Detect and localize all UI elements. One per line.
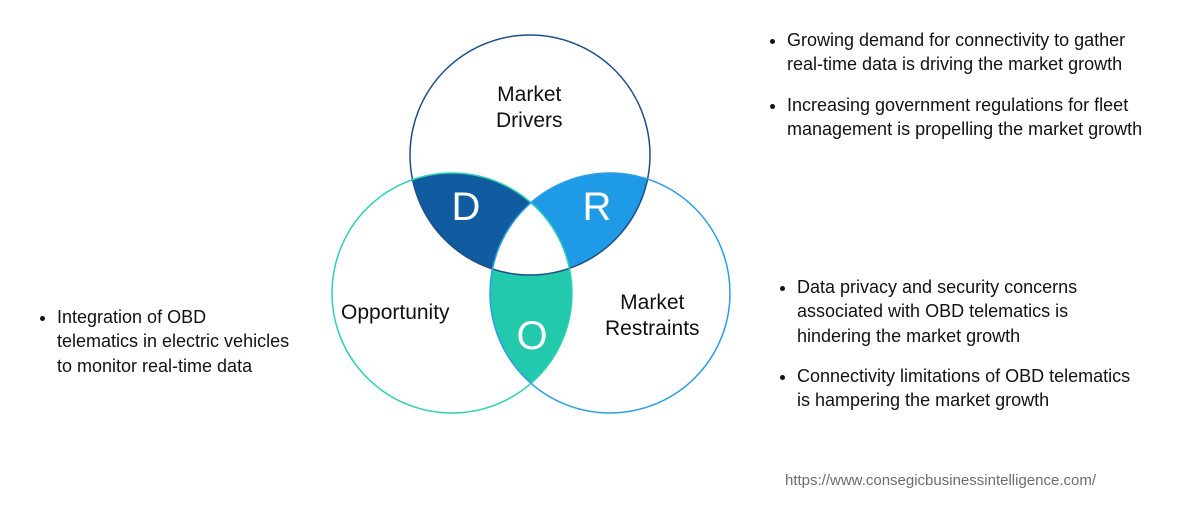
opportunity-bullets: Integration of OBD telematics in electri… — [35, 305, 290, 394]
overlap-letter-d: D — [441, 185, 491, 230]
label-opportunity: Opportunity — [341, 300, 450, 326]
bullet-item: Growing demand for connectivity to gathe… — [787, 28, 1160, 77]
restraints-bullets: Data privacy and security concerns assoc… — [775, 275, 1140, 428]
source-url: https://www.consegicbusinessintelligence… — [785, 472, 1096, 489]
label-market-drivers: Market Drivers — [496, 82, 563, 135]
bullet-item: Data privacy and security concerns assoc… — [797, 275, 1140, 348]
bullet-item: Integration of OBD telematics in electri… — [57, 305, 290, 378]
diagram-stage: Market Drivers Opportunity Market Restra… — [0, 0, 1177, 508]
bullet-item: Connectivity limitations of OBD telemati… — [797, 364, 1140, 413]
drivers-bullets: Growing demand for connectivity to gathe… — [765, 28, 1160, 157]
overlap-letter-r: R — [572, 185, 622, 230]
overlap-letter-o: O — [507, 314, 557, 359]
bullet-item: Increasing government regulations for fl… — [787, 93, 1160, 142]
label-market-restraints: Market Restraints — [605, 290, 700, 343]
